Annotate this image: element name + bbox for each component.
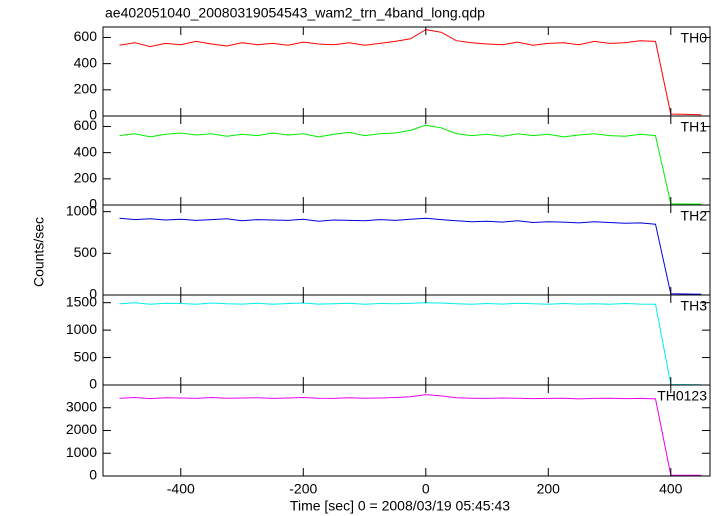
y-tick-label: 0 [89,467,97,483]
y-tick-label: 400 [74,143,98,159]
y-tick-label: 200 [74,81,98,97]
y-tick-label: 600 [74,28,98,44]
panel-label: TH1 [681,119,708,135]
y-tick-label: 0 [89,376,97,392]
y-tick-label: 0 [89,286,97,302]
panel-frame [102,26,711,117]
y-tick-label: 1500 [66,293,97,309]
chart-title: ae402051040_20080319054543_wam2_trn_4ban… [105,5,485,21]
x-tick-label: -200 [289,481,317,497]
y-tick-label: 1000 [66,321,97,337]
panel-frame [102,204,711,296]
y-tick-label: 1000 [66,444,97,460]
y-tick-label: 200 [74,170,98,186]
panel-frame [102,294,711,386]
data-line [119,29,702,116]
y-tick-label: 500 [74,244,98,260]
y-tick-label: 3000 [66,398,97,414]
y-tick-label: 400 [74,54,98,70]
panel-label: TH0123 [657,388,707,404]
data-line [119,302,702,386]
panel-label: TH0 [681,30,708,46]
y-tick-label: 0 [89,196,97,212]
x-tick-label: 200 [537,481,561,497]
y-tick-label: 2000 [66,421,97,437]
y-tick-label: 500 [74,348,98,364]
y-tick-label: 600 [74,117,98,133]
panel-frame [102,115,711,206]
panel-label: TH2 [681,208,708,224]
x-axis-label: Time [sec] 0 = 2008/03/19 05:45:43 [290,498,510,514]
x-tick-label: 0 [422,481,430,497]
x-tick-label: -400 [167,481,195,497]
y-tick-label: 1000 [66,202,97,218]
data-line [119,217,702,295]
x-tick-label: 400 [659,481,683,497]
panel-label: TH3 [681,298,708,314]
data-line [119,124,702,205]
y-tick-label: 0 [89,107,97,123]
y-axis-label: Counts/sec [31,217,47,287]
data-line [119,394,702,476]
